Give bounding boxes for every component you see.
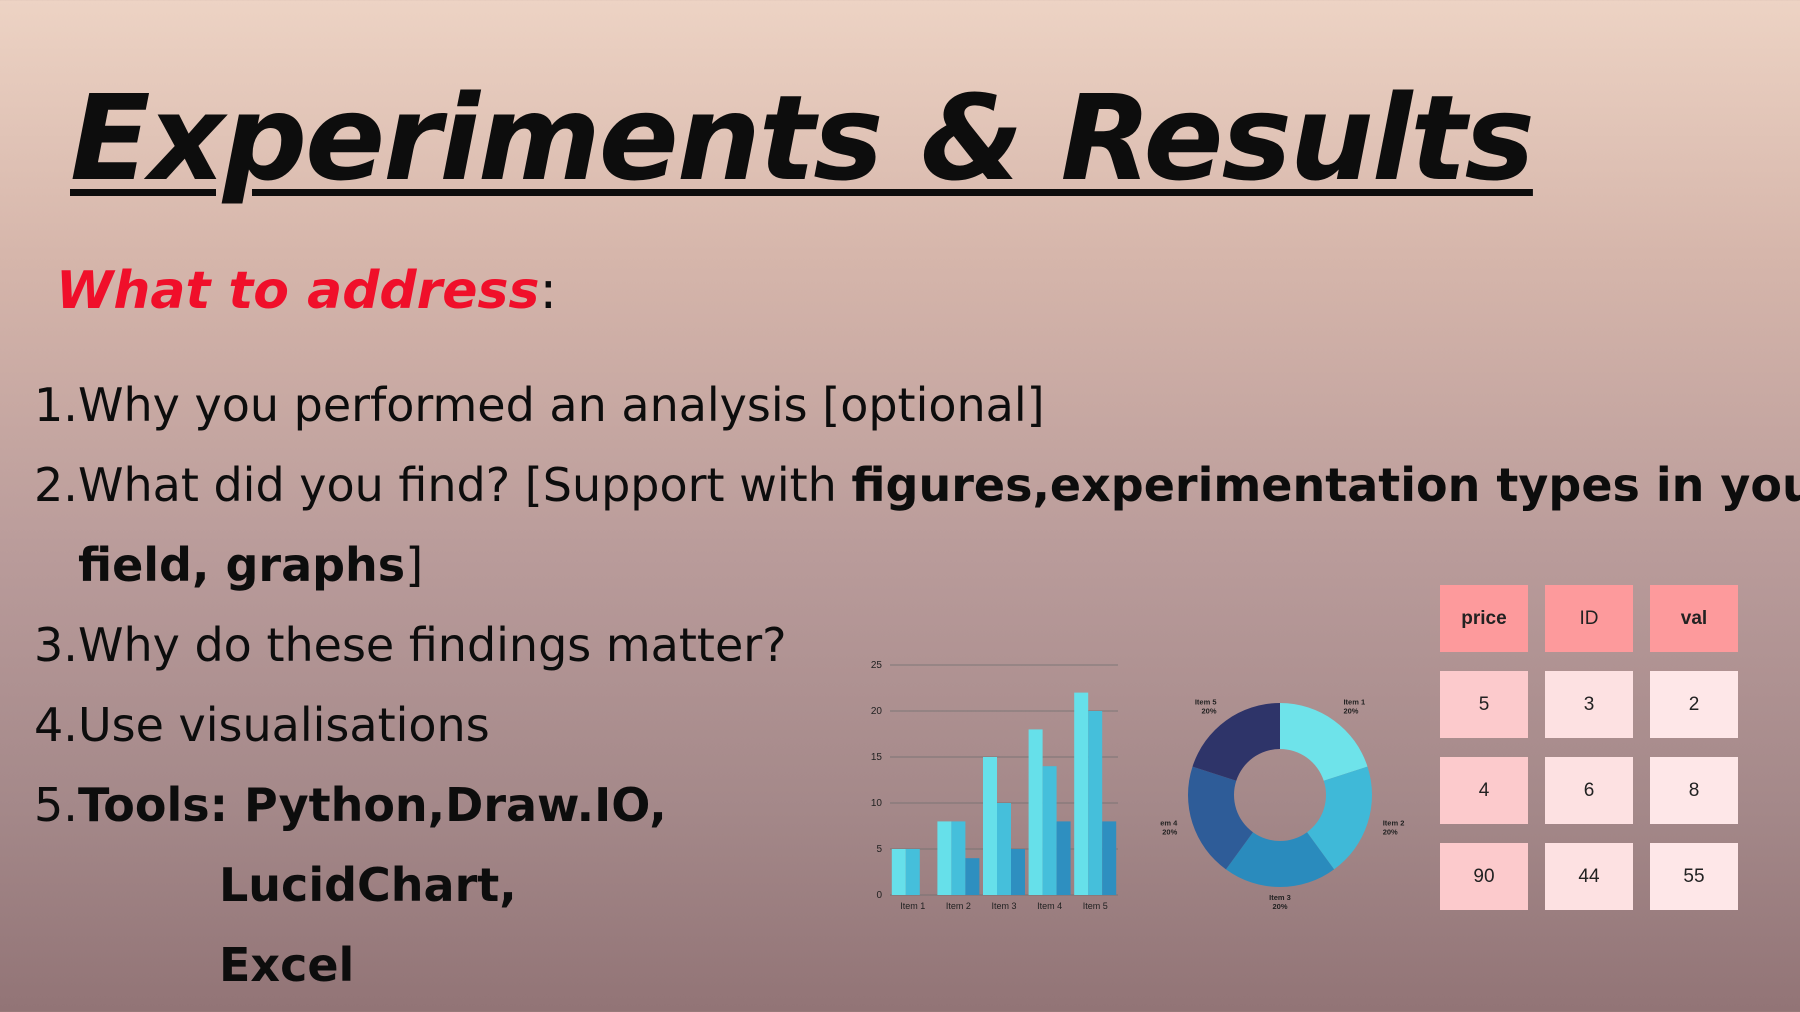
- x-tick-label: Item 4: [1037, 901, 1062, 911]
- section-heading-accent: What to address: [56, 261, 540, 321]
- bar: [997, 803, 1011, 895]
- list-item-continuation: field, graphs]: [78, 538, 424, 592]
- x-tick-label: Item 1: [900, 901, 925, 911]
- slice-label: Item 4: [1160, 818, 1178, 827]
- list-text-bold: field, graphs: [78, 538, 406, 592]
- slice-value-label: 20%: [1343, 707, 1358, 716]
- table-cell: 6: [1545, 757, 1633, 824]
- list-item: 5. Tools: Python,Draw.IO,: [34, 765, 1734, 845]
- y-tick-label: 25: [871, 660, 883, 671]
- list-item: 2. What did you find? [Support with figu…: [34, 445, 1800, 525]
- list-number: 2.: [34, 458, 78, 512]
- slice-label: Item 1: [1343, 698, 1365, 707]
- table-cell: 55: [1650, 843, 1738, 910]
- donut-slice: [1280, 703, 1368, 781]
- bar: [905, 849, 920, 895]
- list-number: 5.: [34, 778, 78, 832]
- list-number: 1.: [34, 378, 78, 432]
- y-tick-label: 0: [876, 890, 882, 901]
- bar: [1042, 766, 1057, 895]
- y-tick-label: 20: [871, 706, 883, 717]
- list-item: 1. Why you performed an analysis [option…: [34, 365, 1734, 445]
- list-text: Why you performed an analysis [optional]: [78, 378, 1045, 432]
- bar: [1011, 849, 1025, 895]
- x-tick-label: Item 2: [946, 901, 971, 911]
- list-text: What did you find? [Support with figures…: [78, 445, 1800, 525]
- y-tick-label: 15: [871, 752, 883, 763]
- list-number: 3.: [34, 618, 78, 672]
- bar-chart: 0 5 10 15 20 25 Item 1 Item 2 Item 3 Item 4 Item 5: [871, 660, 1118, 911]
- list-text: Use visualisations: [78, 698, 490, 752]
- slice-value-label: 20%: [1272, 902, 1287, 911]
- table-cell: 5: [1440, 671, 1528, 738]
- y-tick-label: 5: [876, 844, 882, 855]
- slice-label: Item 3: [1269, 893, 1291, 902]
- donut-slice: [1307, 766, 1372, 870]
- bar: [1102, 821, 1117, 895]
- y-tick-label: 10: [871, 798, 883, 809]
- bar: [1074, 692, 1089, 895]
- donut-chart: Item 120%Item 220%Item 320%Item 420%Item…: [1160, 698, 1405, 911]
- slice-value-label: 20%: [1202, 707, 1217, 716]
- list-number: 4.: [34, 698, 78, 752]
- list-item: 4. Use visualisations: [34, 685, 1734, 765]
- table-cell: 44: [1545, 843, 1633, 910]
- section-heading-colon: :: [539, 261, 557, 321]
- bar: [1088, 711, 1103, 895]
- table-cell: 90: [1440, 843, 1528, 910]
- table-cell: 3: [1545, 671, 1633, 738]
- donut-slice: [1188, 766, 1253, 870]
- bar: [891, 849, 906, 895]
- slice-label: Item 5: [1195, 698, 1217, 707]
- x-tick-label: Item 5: [1083, 901, 1108, 911]
- donut-slice: [1192, 703, 1280, 781]
- bar: [1056, 821, 1071, 895]
- section-heading: What to address:: [56, 261, 557, 322]
- bar: [965, 858, 980, 895]
- x-tick-label: Item 3: [991, 901, 1016, 911]
- data-table: price ID val 5 3 2 4 6 8 90 44 55: [1440, 585, 1738, 910]
- table-header-cell: ID: [1545, 585, 1633, 652]
- table-cell: 2: [1650, 671, 1738, 738]
- table-header-cell: val: [1650, 585, 1738, 652]
- bar: [1028, 729, 1043, 895]
- numbered-list: 1. Why you performed an analysis [option…: [34, 365, 1800, 1005]
- tools-text: Tools: Python,Draw.IO,: [78, 778, 667, 832]
- slice-value-label: 20%: [1383, 827, 1398, 836]
- slice-value-label: 20%: [1162, 827, 1177, 836]
- table-header-cell: price: [1440, 585, 1528, 652]
- slide-title: Experiments & Results: [70, 69, 1535, 207]
- table-cell: 4: [1440, 757, 1528, 824]
- tools-line: Excel: [219, 938, 355, 992]
- slice-label: Item 2: [1383, 818, 1405, 827]
- donut-slice: [1225, 832, 1335, 887]
- list-text: Why do these findings matter?: [78, 618, 787, 672]
- bar: [951, 821, 966, 895]
- list-item: 3. Why do these findings matter?: [34, 605, 1734, 685]
- list-text-bold: figures,experimentation types in your: [851, 458, 1800, 512]
- bar: [983, 757, 997, 895]
- table-cell: 8: [1650, 757, 1738, 824]
- tools-line: LucidChart,: [219, 858, 517, 912]
- bar: [937, 821, 952, 895]
